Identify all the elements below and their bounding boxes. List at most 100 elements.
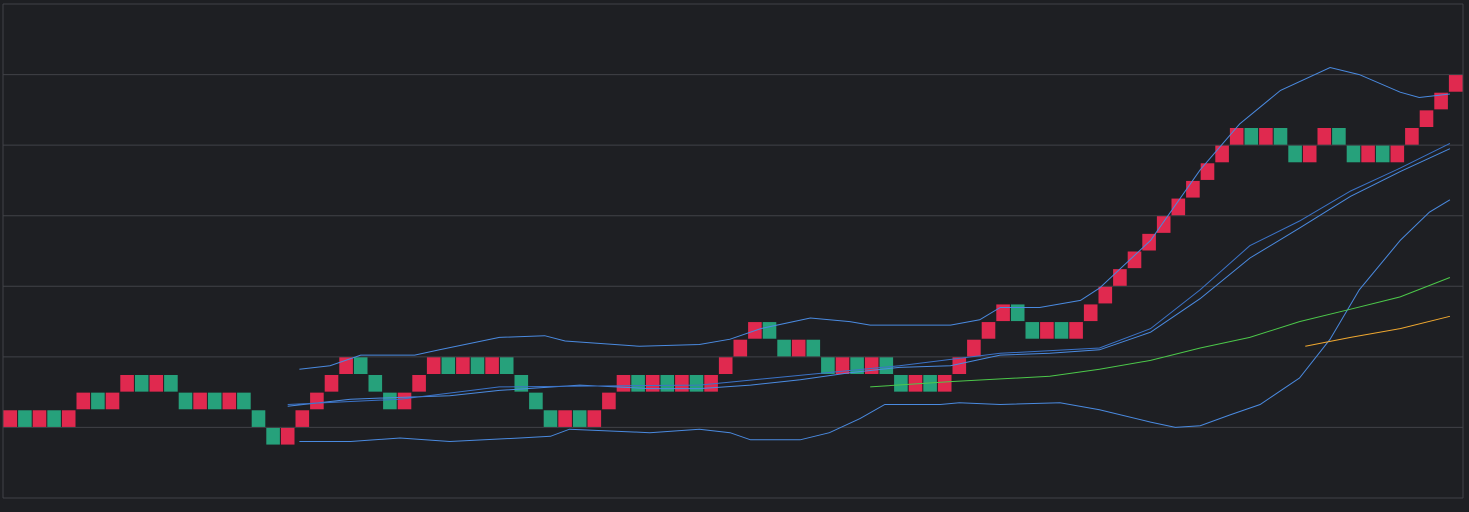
renko-brick (1288, 145, 1302, 163)
renko-brick (558, 410, 572, 427)
renko-brick (1448, 75, 1463, 92)
renko-brick (120, 375, 134, 392)
renko-brick (908, 375, 923, 392)
renko-brick (353, 357, 368, 374)
renko-brick (310, 392, 324, 410)
renko-brick (1083, 304, 1098, 322)
renko-brick (616, 375, 631, 392)
renko-brick (207, 392, 222, 410)
indicator-line (870, 277, 1451, 388)
indicator-line (299, 66, 1450, 370)
renko-brick (499, 357, 514, 374)
renko-brick (61, 410, 76, 427)
renko-brick (1127, 251, 1142, 269)
renko-brick (178, 392, 193, 410)
renko-brick (762, 322, 777, 339)
renko-brick (1113, 269, 1127, 286)
renko-brick (18, 410, 32, 427)
renko-brick (806, 339, 821, 357)
renko-brick (441, 357, 456, 374)
renko-brick (1302, 145, 1317, 163)
renko-brick (1317, 128, 1332, 145)
renko-brick (1098, 286, 1113, 304)
renko-brick (894, 375, 908, 392)
renko-brick (879, 357, 894, 374)
renko-brick (222, 392, 237, 410)
renko-brick (1390, 145, 1405, 163)
renko-brick (1069, 322, 1083, 339)
renko-brick (1405, 128, 1419, 145)
renko-brick (1054, 322, 1069, 339)
renko-brick (514, 375, 529, 392)
renko-brick (164, 375, 178, 392)
indicator-line (287, 142, 1451, 405)
renko-brick (1215, 145, 1229, 163)
renko-brick (426, 357, 441, 374)
renko-brick (996, 304, 1010, 322)
renko-brick (1273, 128, 1288, 145)
renko-brick (1346, 145, 1361, 163)
renko-brick (295, 410, 310, 427)
renko-brick (470, 357, 485, 374)
renko-brick (791, 339, 806, 357)
renko-brick (485, 357, 499, 374)
renko-brick (91, 392, 105, 410)
renko-brick (1244, 128, 1259, 145)
renko-brick (1229, 128, 1244, 145)
renko-brick (529, 392, 543, 410)
renko-brick (675, 375, 689, 392)
renko-brick (456, 357, 470, 374)
renko-brick (1361, 145, 1375, 163)
renko-brick (660, 375, 675, 392)
renko-brick (266, 427, 280, 445)
renko-brick (1010, 304, 1025, 322)
renko-brick (1200, 163, 1215, 180)
renko-brick (864, 357, 879, 374)
renko-brick (193, 392, 207, 410)
renko-brick (952, 357, 967, 374)
renko-brick (76, 392, 91, 410)
renko-brick (324, 375, 339, 392)
renko-brick (1040, 322, 1054, 339)
renko-brick (1259, 128, 1273, 145)
renko-brick (543, 410, 558, 427)
renko-brick (1419, 110, 1434, 127)
renko-brick (251, 410, 266, 427)
renko-brick (1375, 145, 1390, 163)
renko-brick (1156, 216, 1171, 233)
renko-brick (835, 357, 850, 374)
renko-brick (397, 392, 412, 410)
indicator-line (1305, 315, 1451, 347)
renko-brick (689, 375, 704, 392)
indicator-line (287, 148, 1451, 407)
renko-brick (32, 410, 47, 427)
renko-brick (1186, 180, 1200, 198)
renko-brick (981, 322, 996, 339)
renko-brick (777, 339, 791, 357)
renko-brick (1025, 322, 1040, 339)
renko-brick (937, 375, 952, 392)
renko-brick (1171, 198, 1186, 216)
renko-brick (631, 375, 645, 392)
renko-brick (645, 375, 660, 392)
renko-brick (572, 410, 587, 427)
renko-brick (602, 392, 616, 410)
renko-brick (47, 410, 61, 427)
renko-brick (134, 375, 149, 392)
renko-brick (105, 392, 120, 410)
renko-brick (967, 339, 981, 357)
renko-brick (412, 375, 426, 392)
renko-brick (280, 427, 295, 445)
renko-brick (1434, 92, 1448, 110)
renko-brick (368, 375, 383, 392)
renko-brick (149, 375, 164, 392)
renko-brick (821, 357, 835, 374)
renko-brick (733, 339, 748, 357)
renko-brick (3, 410, 18, 427)
renko-brick (587, 410, 602, 427)
renko-brick (383, 392, 397, 410)
renko-brick (718, 357, 733, 374)
renko-brick (1332, 128, 1346, 145)
